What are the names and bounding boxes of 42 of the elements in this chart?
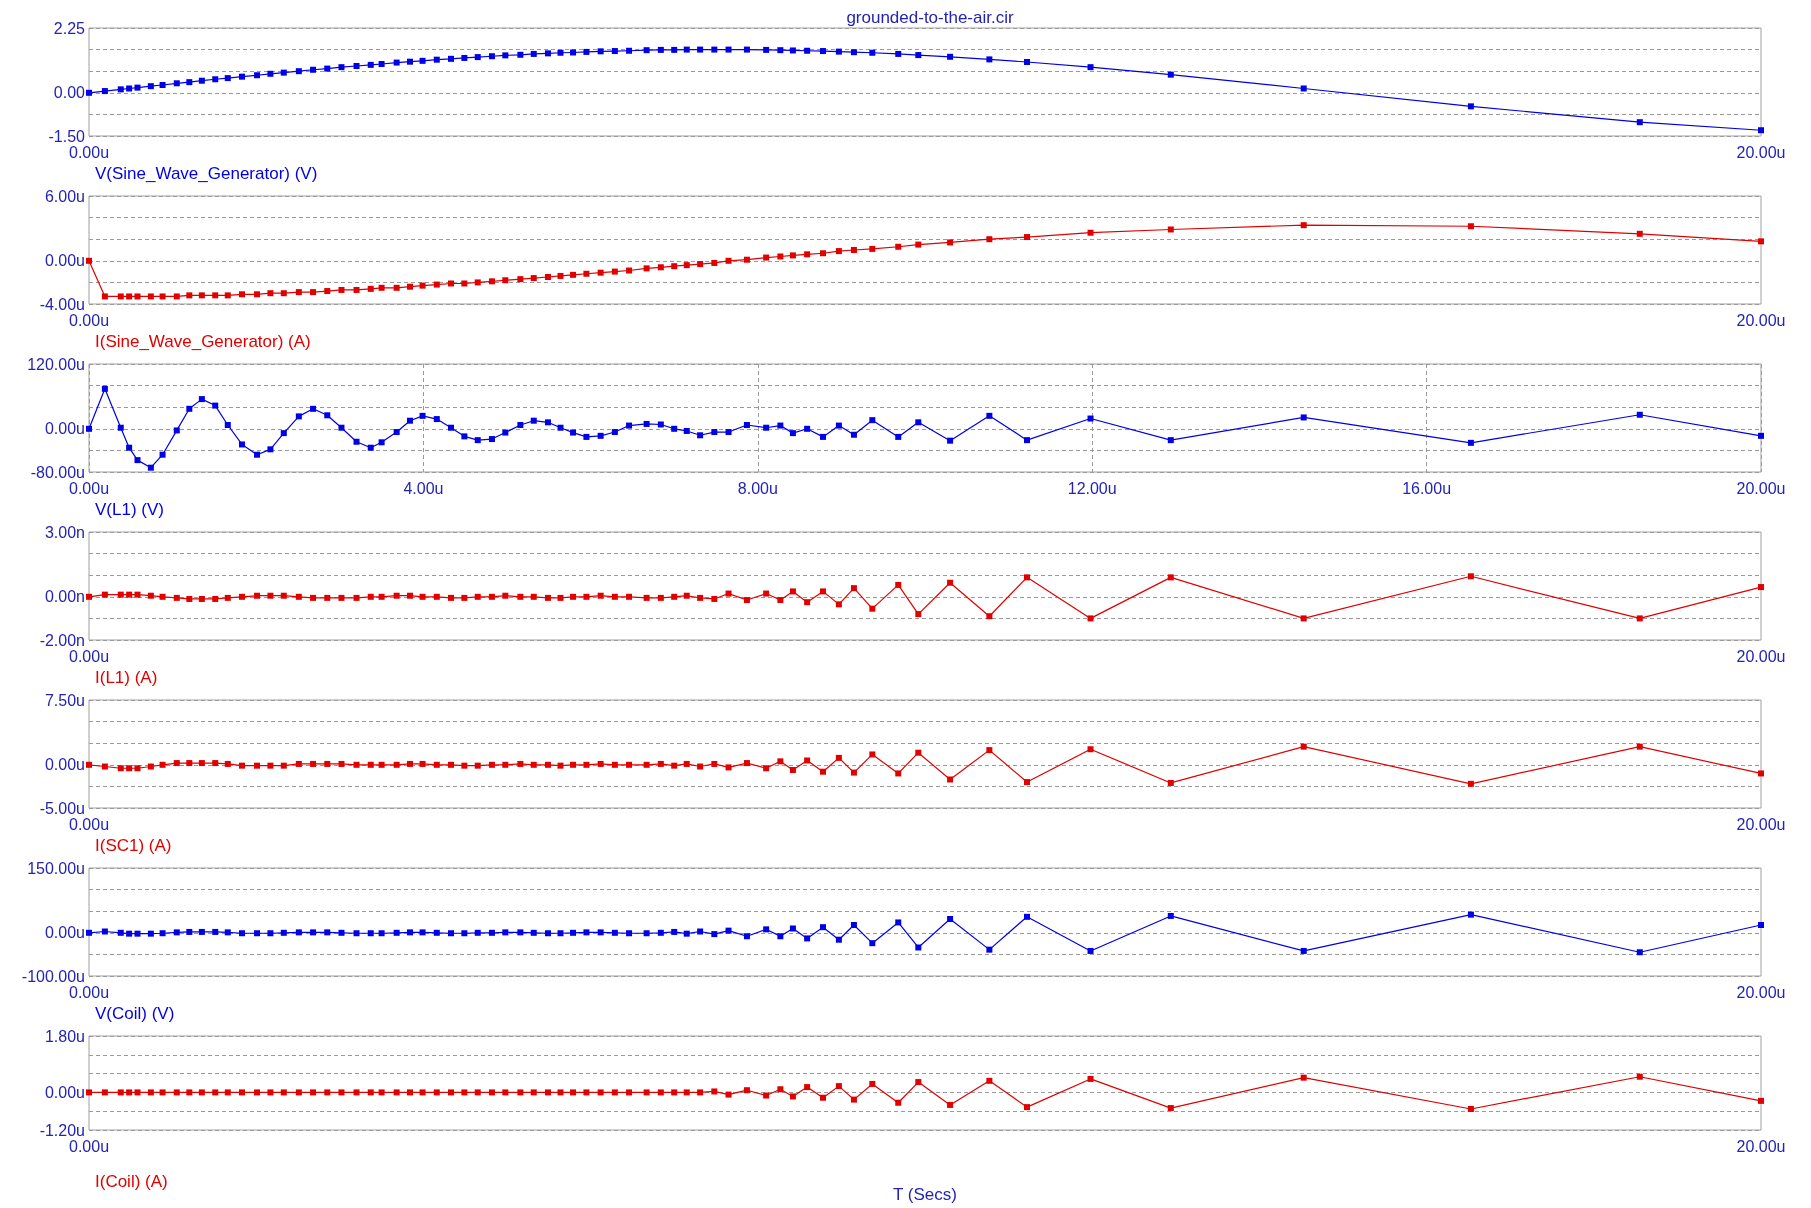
x-tick-label: 20.00u — [1736, 815, 1786, 833]
x-tick-label: 16.00u — [1402, 479, 1452, 497]
y-tick-label: 1.80u — [44, 1027, 85, 1045]
x-tick-label: 20.00u — [1736, 647, 1786, 665]
x-tick-label: 0.00u — [68, 479, 110, 497]
x-tick-label: 8.00u — [737, 479, 778, 497]
x-tick-label: 4.00u — [403, 479, 444, 497]
y-tick-label: 0.00n — [44, 588, 85, 606]
y-tick-label: 150.00u — [27, 859, 85, 877]
y-tick-label: -2.00n — [39, 631, 85, 649]
y-tick-label: 0.00u — [44, 1083, 85, 1101]
y-tick-label: 3.00n — [44, 523, 85, 541]
y-tick-label: 0.00u — [44, 924, 85, 942]
y-tick-label: 0.00 — [53, 84, 86, 102]
text: I(L1) (A) — [95, 668, 158, 687]
text: V(Sine_Wave_Generator) (V) — [95, 164, 318, 183]
text: V(Coil) (V) — [95, 1004, 175, 1023]
y-tick-label: 120.00u — [27, 355, 85, 373]
y-tick-label: -1.50 — [48, 127, 86, 145]
text: I(SC1) (A) — [95, 836, 172, 855]
x-tick-label: 20.00u — [1736, 143, 1786, 161]
y-tick-label: -1.20u — [39, 1121, 85, 1139]
y-tick-label: 2.25 — [53, 19, 86, 37]
y-tick-label: 0.00u — [44, 252, 85, 270]
x-tick-label: 20.00u — [1736, 479, 1786, 497]
y-tick-label: 6.00u — [44, 187, 85, 205]
y-tick-label: -4.00u — [39, 295, 85, 313]
x-tick-label: 20.00u — [1736, 311, 1786, 329]
x-tick-label: 12.00u — [1067, 479, 1117, 497]
x-tick-label: 20.00u — [1736, 1137, 1786, 1155]
y-tick-label: -100.00u — [21, 967, 85, 985]
text: I(Coil) (A) — [95, 1172, 168, 1191]
y-tick-label: 7.50u — [44, 691, 85, 709]
y-tick-label: 0.00u — [44, 756, 85, 774]
y-tick-label: 0.00u — [44, 420, 85, 438]
x-axis-title: T (Secs) — [893, 1185, 957, 1204]
chart-title: grounded-to-the-air.cir — [846, 8, 1014, 27]
y-tick-label: -80.00u — [30, 463, 85, 481]
x-tick-label: 20.00u — [1736, 983, 1786, 1001]
y-tick-label: -5.00u — [39, 799, 85, 817]
series-label: V(L1) (V) — [95, 500, 164, 519]
series-label: I(Sine_Wave_Generator) (A) — [95, 332, 311, 351]
